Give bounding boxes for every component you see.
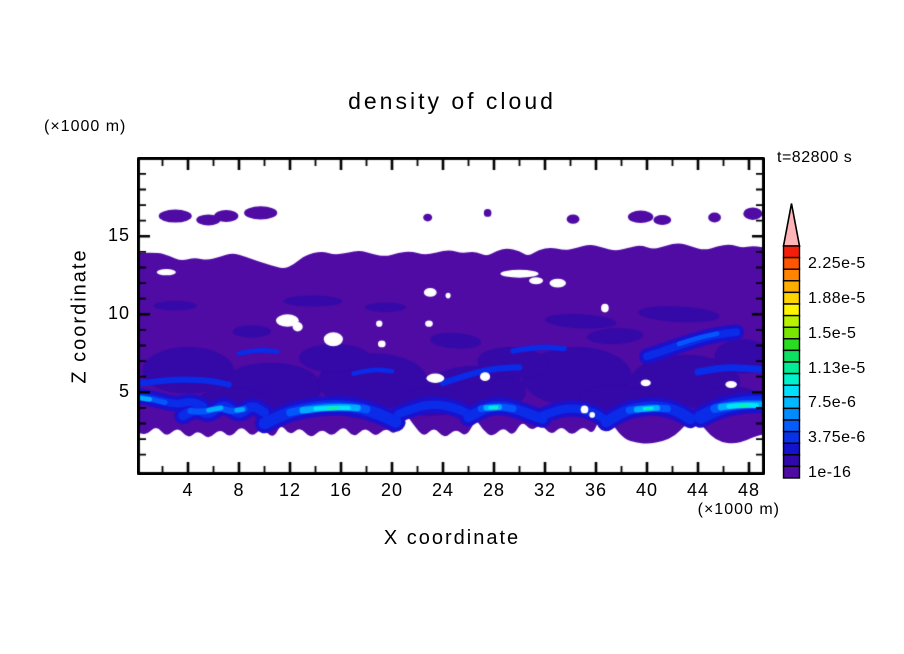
- chart-title: density of cloud: [348, 88, 556, 114]
- colorbar-segment: [782, 372, 801, 386]
- colorbar-segment: [782, 338, 801, 352]
- x-tick-label: 20: [380, 480, 404, 500]
- colorbar-segment: [782, 256, 801, 270]
- colorbar-segment: [782, 280, 801, 294]
- colorbar-segment: [782, 407, 801, 421]
- x-tick-label: 40: [635, 480, 659, 500]
- colorbar-tick-label: 1.13e-5: [808, 359, 866, 377]
- x-tick-label: 12: [278, 480, 302, 500]
- colorbar-segment: [782, 291, 801, 305]
- colorbar-segment: [782, 361, 801, 375]
- colorbar-segment: [782, 314, 801, 328]
- colorbar-segment: [782, 326, 801, 340]
- time-annotation: t=82800 s: [777, 149, 853, 166]
- x-tick-label: 16: [329, 480, 353, 500]
- colorbar-segment: [782, 454, 801, 468]
- x-axis-unit: (×1000 m): [697, 501, 780, 518]
- colorbar-segment: [782, 396, 801, 410]
- colorbar-segment: [782, 384, 801, 398]
- colorbar-tick-label: 1.88e-5: [808, 290, 866, 307]
- colorbar-overflow-arrow: [782, 203, 801, 247]
- colorbar-tick-label: 1e-16: [808, 464, 852, 481]
- y-tick-label: 15: [107, 225, 130, 246]
- y-tick-label: 10: [107, 303, 130, 324]
- colorbar-segment: [782, 268, 801, 282]
- colorbar-segment: [782, 430, 801, 444]
- colorbar-segment: [782, 442, 801, 456]
- x-axis-label: X coordinate: [383, 527, 521, 549]
- colorbar-segment: [782, 349, 801, 363]
- y-tick-label: 5: [118, 381, 130, 402]
- x-tick-label: 8: [233, 480, 245, 500]
- x-tick-label: 28: [482, 480, 506, 500]
- colorbar-segment: [782, 303, 801, 317]
- colorbar-tick-label: 7.5e-6: [808, 394, 857, 412]
- x-tick-label: 24: [431, 480, 455, 500]
- colorbar-tick-label: 2.25e-5: [808, 255, 866, 273]
- colorbar-tick-label: 3.75e-6: [808, 429, 866, 447]
- colorbar-tick-label: 1.5e-5: [808, 324, 857, 342]
- colorbar-segment: [782, 419, 801, 433]
- colorbar-segment: [782, 465, 801, 479]
- x-tick-label: 44: [686, 480, 710, 500]
- colorbar: [782, 202, 801, 480]
- z-axis-unit: (×1000 m): [44, 118, 127, 135]
- x-tick-label: 48: [737, 480, 761, 500]
- x-tick-label: 4: [182, 480, 194, 500]
- cloud-field-canvas: [137, 157, 765, 475]
- x-tick-label: 36: [584, 480, 608, 500]
- x-tick-label: 32: [533, 480, 557, 500]
- colorbar-segment: [782, 245, 801, 259]
- z-axis-label: Z coordinate: [68, 248, 91, 384]
